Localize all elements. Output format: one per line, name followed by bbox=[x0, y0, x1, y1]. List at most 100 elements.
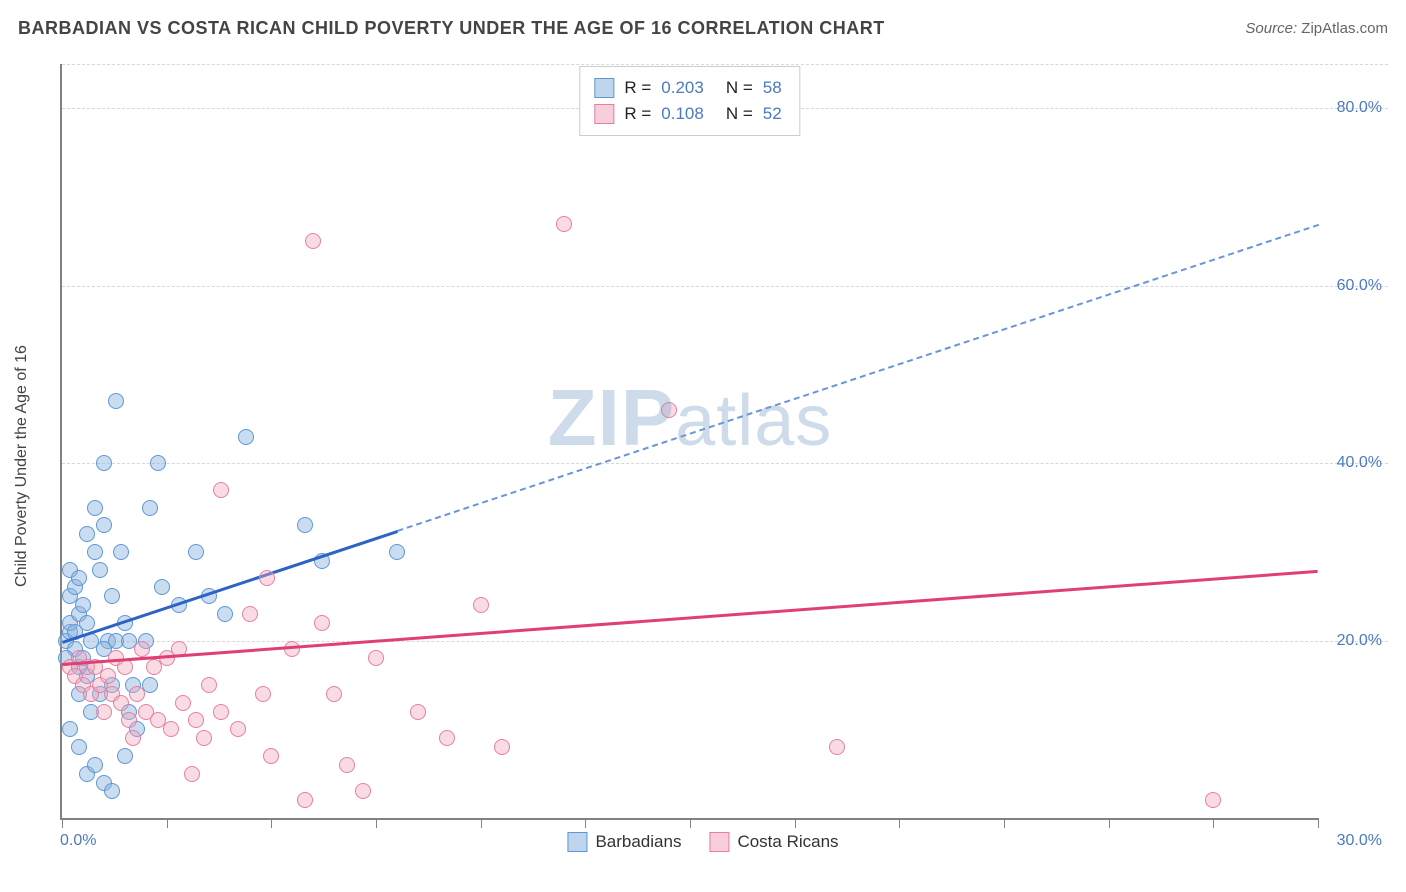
gridline bbox=[62, 286, 1388, 287]
scatter-point bbox=[108, 393, 124, 409]
scatter-point bbox=[494, 739, 510, 755]
stat-r-label: R = bbox=[624, 75, 651, 101]
scatter-point bbox=[314, 615, 330, 631]
x-axis-max-label: 30.0% bbox=[1337, 832, 1382, 850]
legend-label: Costa Ricans bbox=[737, 832, 838, 852]
stat-r-label: R = bbox=[624, 101, 651, 127]
x-tick bbox=[1318, 818, 1319, 828]
x-tick bbox=[62, 818, 63, 828]
scatter-point bbox=[71, 570, 87, 586]
stat-n-label: N = bbox=[726, 101, 753, 127]
swatch-blue-icon bbox=[567, 832, 587, 852]
x-tick bbox=[1213, 818, 1214, 828]
y-tick-label: 60.0% bbox=[1337, 277, 1382, 295]
x-tick bbox=[585, 818, 586, 828]
scatter-point bbox=[213, 482, 229, 498]
x-tick bbox=[481, 818, 482, 828]
scatter-point bbox=[410, 704, 426, 720]
stat-n-label: N = bbox=[726, 75, 753, 101]
scatter-point bbox=[217, 606, 233, 622]
y-axis-label: Child Poverty Under the Age of 16 bbox=[13, 345, 31, 587]
scatter-point bbox=[201, 677, 217, 693]
scatter-point bbox=[297, 792, 313, 808]
scatter-point bbox=[255, 686, 271, 702]
y-tick-label: 40.0% bbox=[1337, 454, 1382, 472]
stat-r-value-2: 0.108 bbox=[661, 101, 704, 127]
x-tick bbox=[1109, 818, 1110, 828]
chart-container: Child Poverty Under the Age of 16 ZIPatl… bbox=[18, 58, 1388, 874]
scatter-point bbox=[79, 615, 95, 631]
scatter-point bbox=[242, 606, 258, 622]
trend-line bbox=[62, 530, 398, 644]
legend-stats-box: R = 0.203 N = 58 R = 0.108 N = 52 bbox=[579, 66, 800, 136]
scatter-point bbox=[87, 757, 103, 773]
scatter-point bbox=[213, 704, 229, 720]
stat-n-value-2: 52 bbox=[763, 101, 782, 127]
x-tick bbox=[167, 818, 168, 828]
scatter-point bbox=[96, 517, 112, 533]
y-tick-label: 80.0% bbox=[1337, 99, 1382, 117]
gridline bbox=[62, 641, 1388, 642]
scatter-point bbox=[389, 544, 405, 560]
x-tick bbox=[376, 818, 377, 828]
plot-area: ZIPatlas R = 0.203 N = 58 R = 0.108 N = … bbox=[60, 64, 1318, 820]
legend-item-barbadians: Barbadians bbox=[567, 832, 681, 852]
scatter-point bbox=[125, 730, 141, 746]
scatter-point bbox=[62, 721, 78, 737]
scatter-point bbox=[661, 402, 677, 418]
scatter-point bbox=[75, 597, 91, 613]
scatter-point bbox=[188, 544, 204, 560]
source-label: Source: bbox=[1245, 20, 1297, 37]
scatter-point bbox=[196, 730, 212, 746]
scatter-point bbox=[829, 739, 845, 755]
scatter-point bbox=[1205, 792, 1221, 808]
x-tick bbox=[690, 818, 691, 828]
x-tick bbox=[1004, 818, 1005, 828]
gridline bbox=[62, 64, 1388, 65]
x-tick bbox=[899, 818, 900, 828]
scatter-point bbox=[439, 730, 455, 746]
swatch-pink-icon bbox=[594, 104, 614, 124]
scatter-point bbox=[297, 517, 313, 533]
scatter-point bbox=[188, 712, 204, 728]
scatter-point bbox=[113, 544, 129, 560]
scatter-point bbox=[129, 686, 145, 702]
scatter-point bbox=[305, 233, 321, 249]
scatter-point bbox=[96, 455, 112, 471]
scatter-point bbox=[473, 597, 489, 613]
scatter-point bbox=[339, 757, 355, 773]
scatter-point bbox=[142, 500, 158, 516]
scatter-point bbox=[96, 704, 112, 720]
scatter-point bbox=[104, 588, 120, 604]
scatter-point bbox=[259, 570, 275, 586]
swatch-pink-icon bbox=[709, 832, 729, 852]
x-axis-min-label: 0.0% bbox=[60, 832, 96, 850]
scatter-point bbox=[556, 216, 572, 232]
scatter-point bbox=[184, 766, 200, 782]
scatter-point bbox=[175, 695, 191, 711]
scatter-point bbox=[163, 721, 179, 737]
scatter-point bbox=[117, 748, 133, 764]
chart-header: BARBADIAN VS COSTA RICAN CHILD POVERTY U… bbox=[18, 18, 1388, 42]
x-tick bbox=[271, 818, 272, 828]
scatter-point bbox=[368, 650, 384, 666]
y-tick-label: 20.0% bbox=[1337, 632, 1382, 650]
scatter-point bbox=[121, 712, 137, 728]
scatter-point bbox=[263, 748, 279, 764]
x-tick bbox=[795, 818, 796, 828]
legend-bottom: Barbadians Costa Ricans bbox=[567, 832, 838, 852]
trend-line-extrapolated bbox=[397, 224, 1319, 532]
swatch-blue-icon bbox=[594, 78, 614, 98]
scatter-point bbox=[87, 544, 103, 560]
legend-stats-row-2: R = 0.108 N = 52 bbox=[594, 101, 781, 127]
legend-item-costa-ricans: Costa Ricans bbox=[709, 832, 838, 852]
scatter-point bbox=[79, 526, 95, 542]
scatter-point bbox=[92, 562, 108, 578]
source-attribution: Source: ZipAtlas.com bbox=[1245, 20, 1388, 37]
legend-stats-row-1: R = 0.203 N = 58 bbox=[594, 75, 781, 101]
scatter-point bbox=[230, 721, 246, 737]
stat-n-value-1: 58 bbox=[763, 75, 782, 101]
scatter-point bbox=[100, 668, 116, 684]
scatter-point bbox=[284, 641, 300, 657]
scatter-point bbox=[87, 500, 103, 516]
